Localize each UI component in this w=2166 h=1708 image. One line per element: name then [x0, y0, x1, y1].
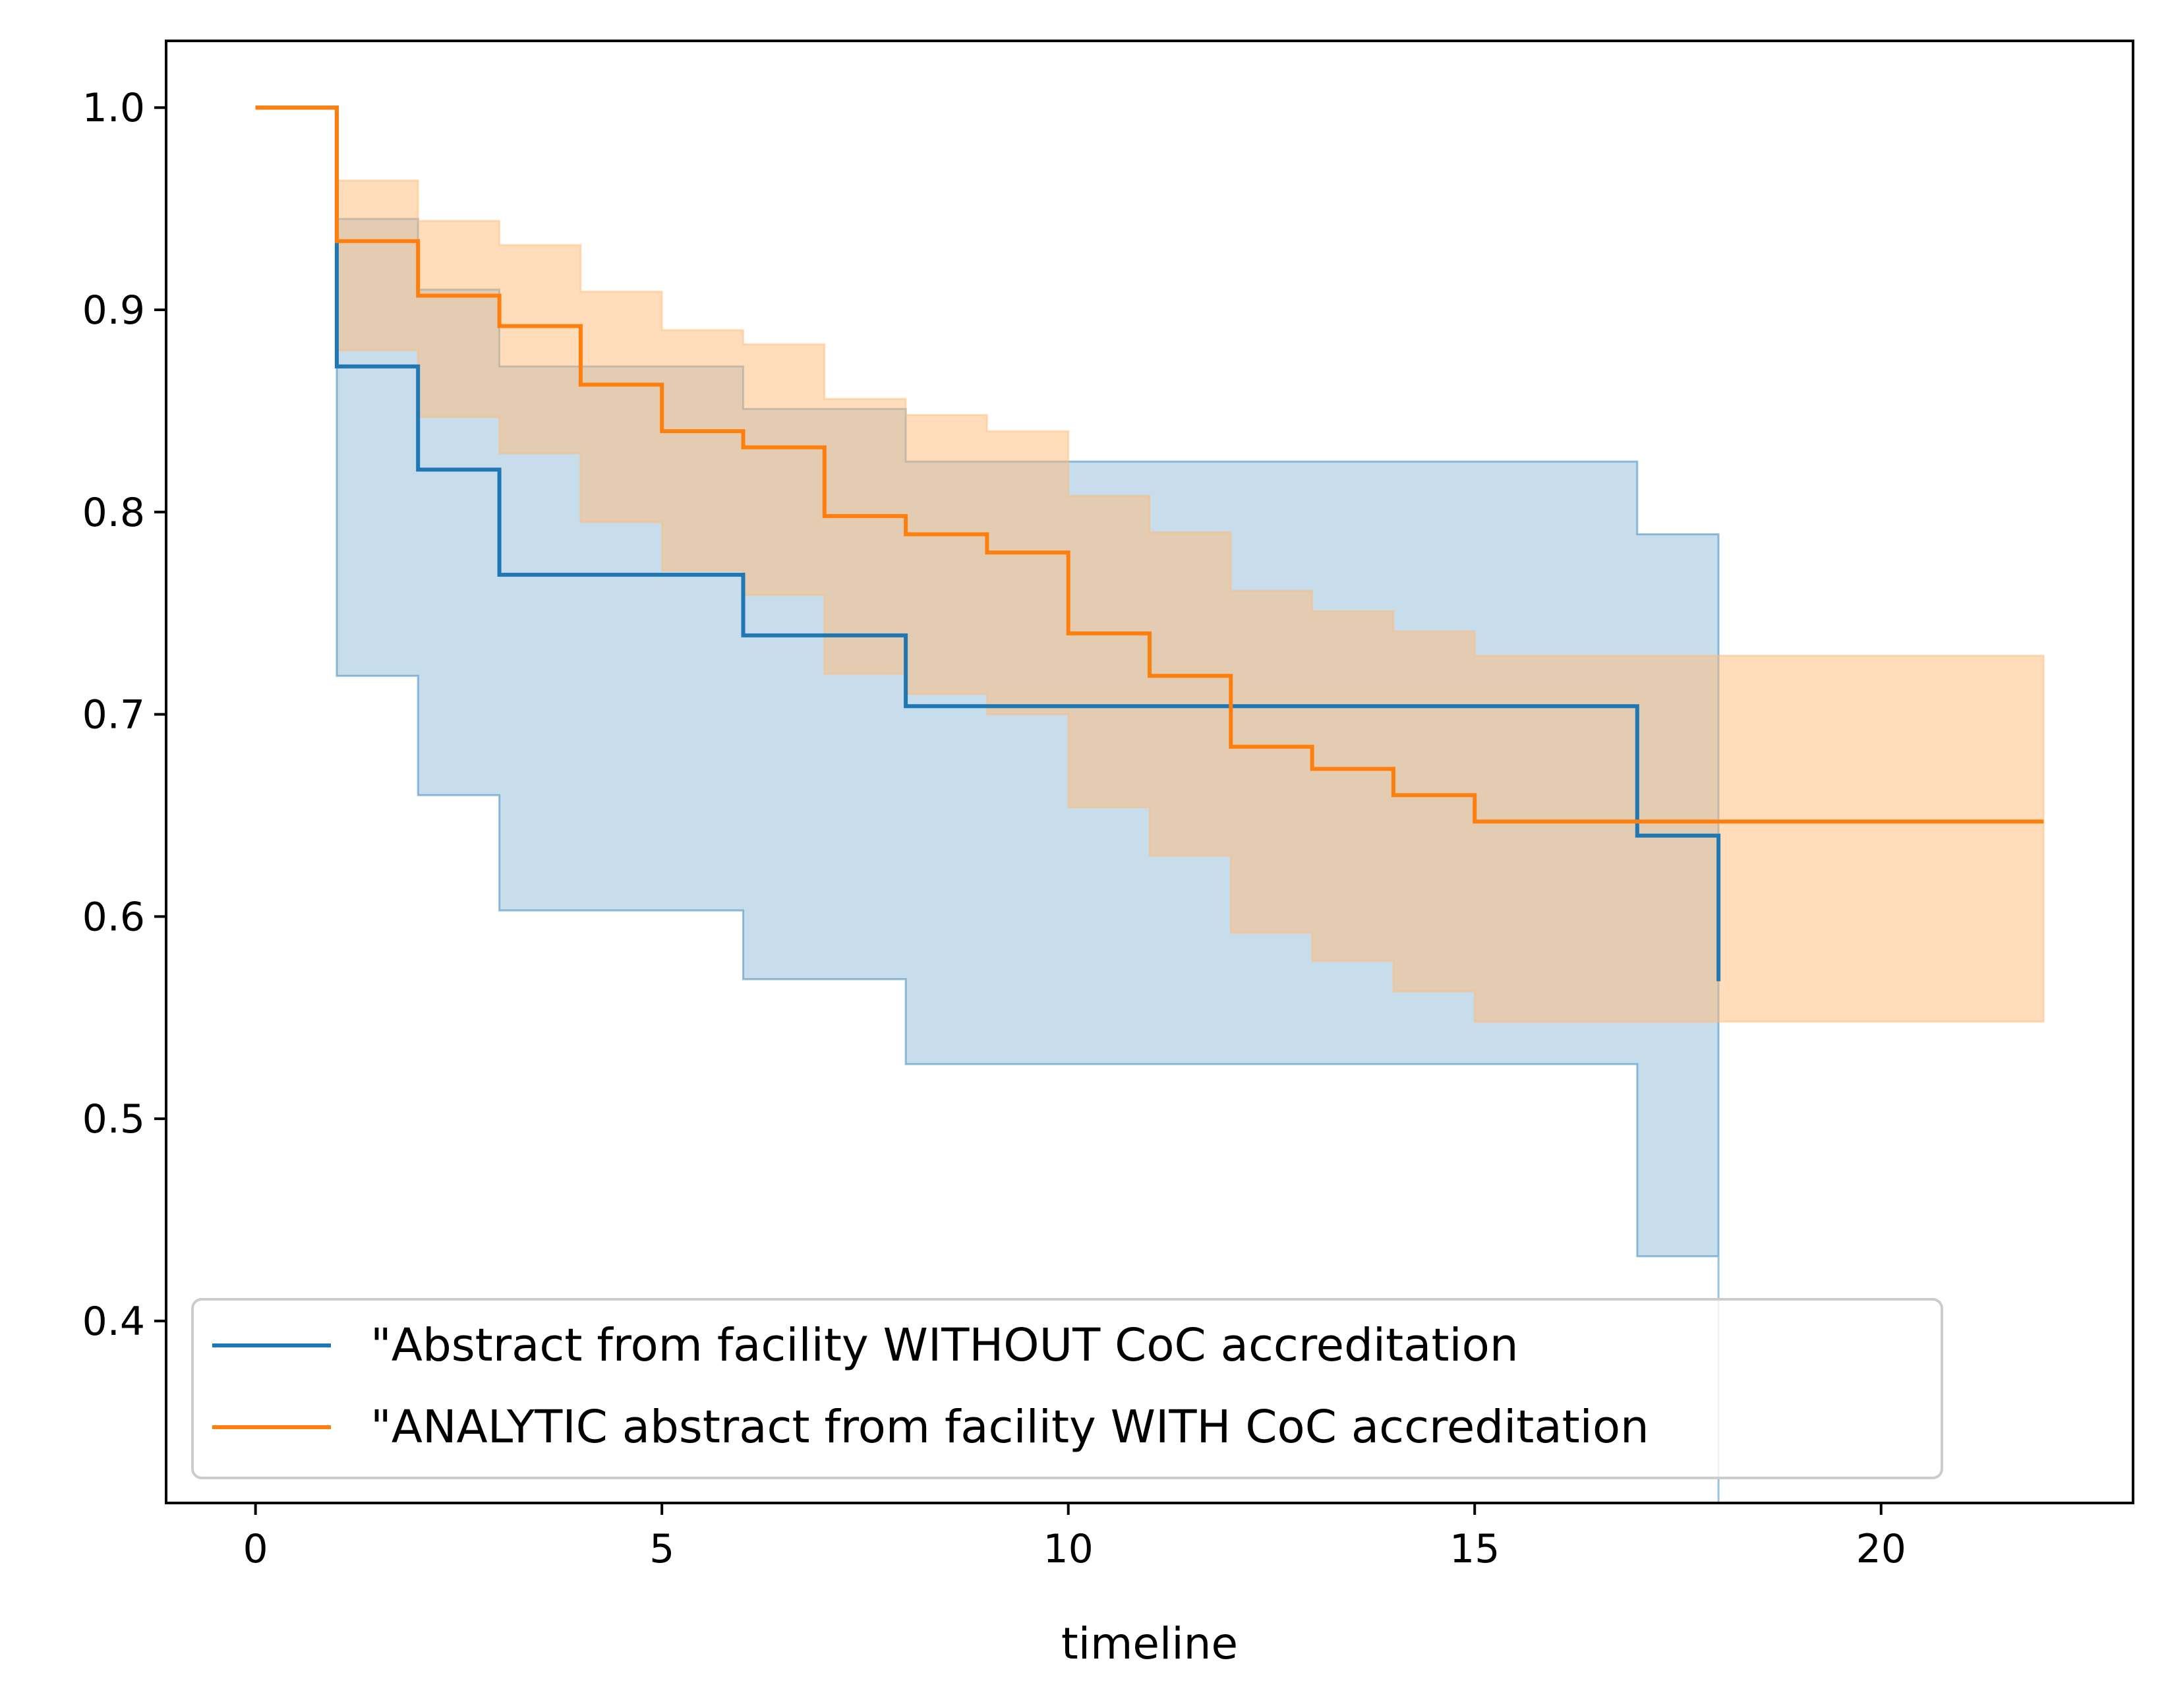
y-tick-label: 0.7: [82, 692, 145, 738]
y-tick-label: 0.4: [82, 1299, 145, 1345]
y-tick-label: 0.6: [82, 894, 145, 940]
confidence-band-with-coc: [255, 106, 2045, 1023]
x-axis-title: timeline: [1061, 1618, 1238, 1669]
x-tick-label: 15: [1449, 1526, 1500, 1572]
survival-line-with-coc: [255, 105, 2044, 824]
y-tick-label: 0.9: [82, 287, 145, 334]
legend-box: [191, 1298, 1943, 1479]
x-tick-label: 0: [243, 1526, 268, 1572]
legend-label-with-coc: "ANALYTIC abstract from facility WITH Co…: [370, 1401, 1649, 1454]
x-tick-label: 20: [1856, 1526, 1906, 1572]
x-tick-label: 10: [1043, 1526, 1094, 1572]
legend-label-without-coc: "Abstract from facility WITHOUT CoC accr…: [370, 1319, 1519, 1372]
legend: "Abstract from facility WITHOUT CoC accr…: [191, 1298, 1943, 1479]
y-tick-label: 0.5: [82, 1096, 145, 1142]
x-tick-label: 5: [649, 1526, 674, 1572]
x-axis-ticks: 0 5 10 15 20: [243, 1503, 1906, 1572]
survival-lines: [255, 105, 2044, 982]
plot-frame: [165, 40, 2134, 1504]
survival-line-without-coc: [255, 105, 1721, 982]
y-tick-label: 1.0: [82, 85, 145, 131]
y-axis-ticks: 0.4 0.5 0.6 0.7 0.8 0.9 1.0: [82, 85, 166, 1345]
y-tick-label: 0.8: [82, 490, 145, 536]
confidence-bands: [255, 106, 2045, 1503]
